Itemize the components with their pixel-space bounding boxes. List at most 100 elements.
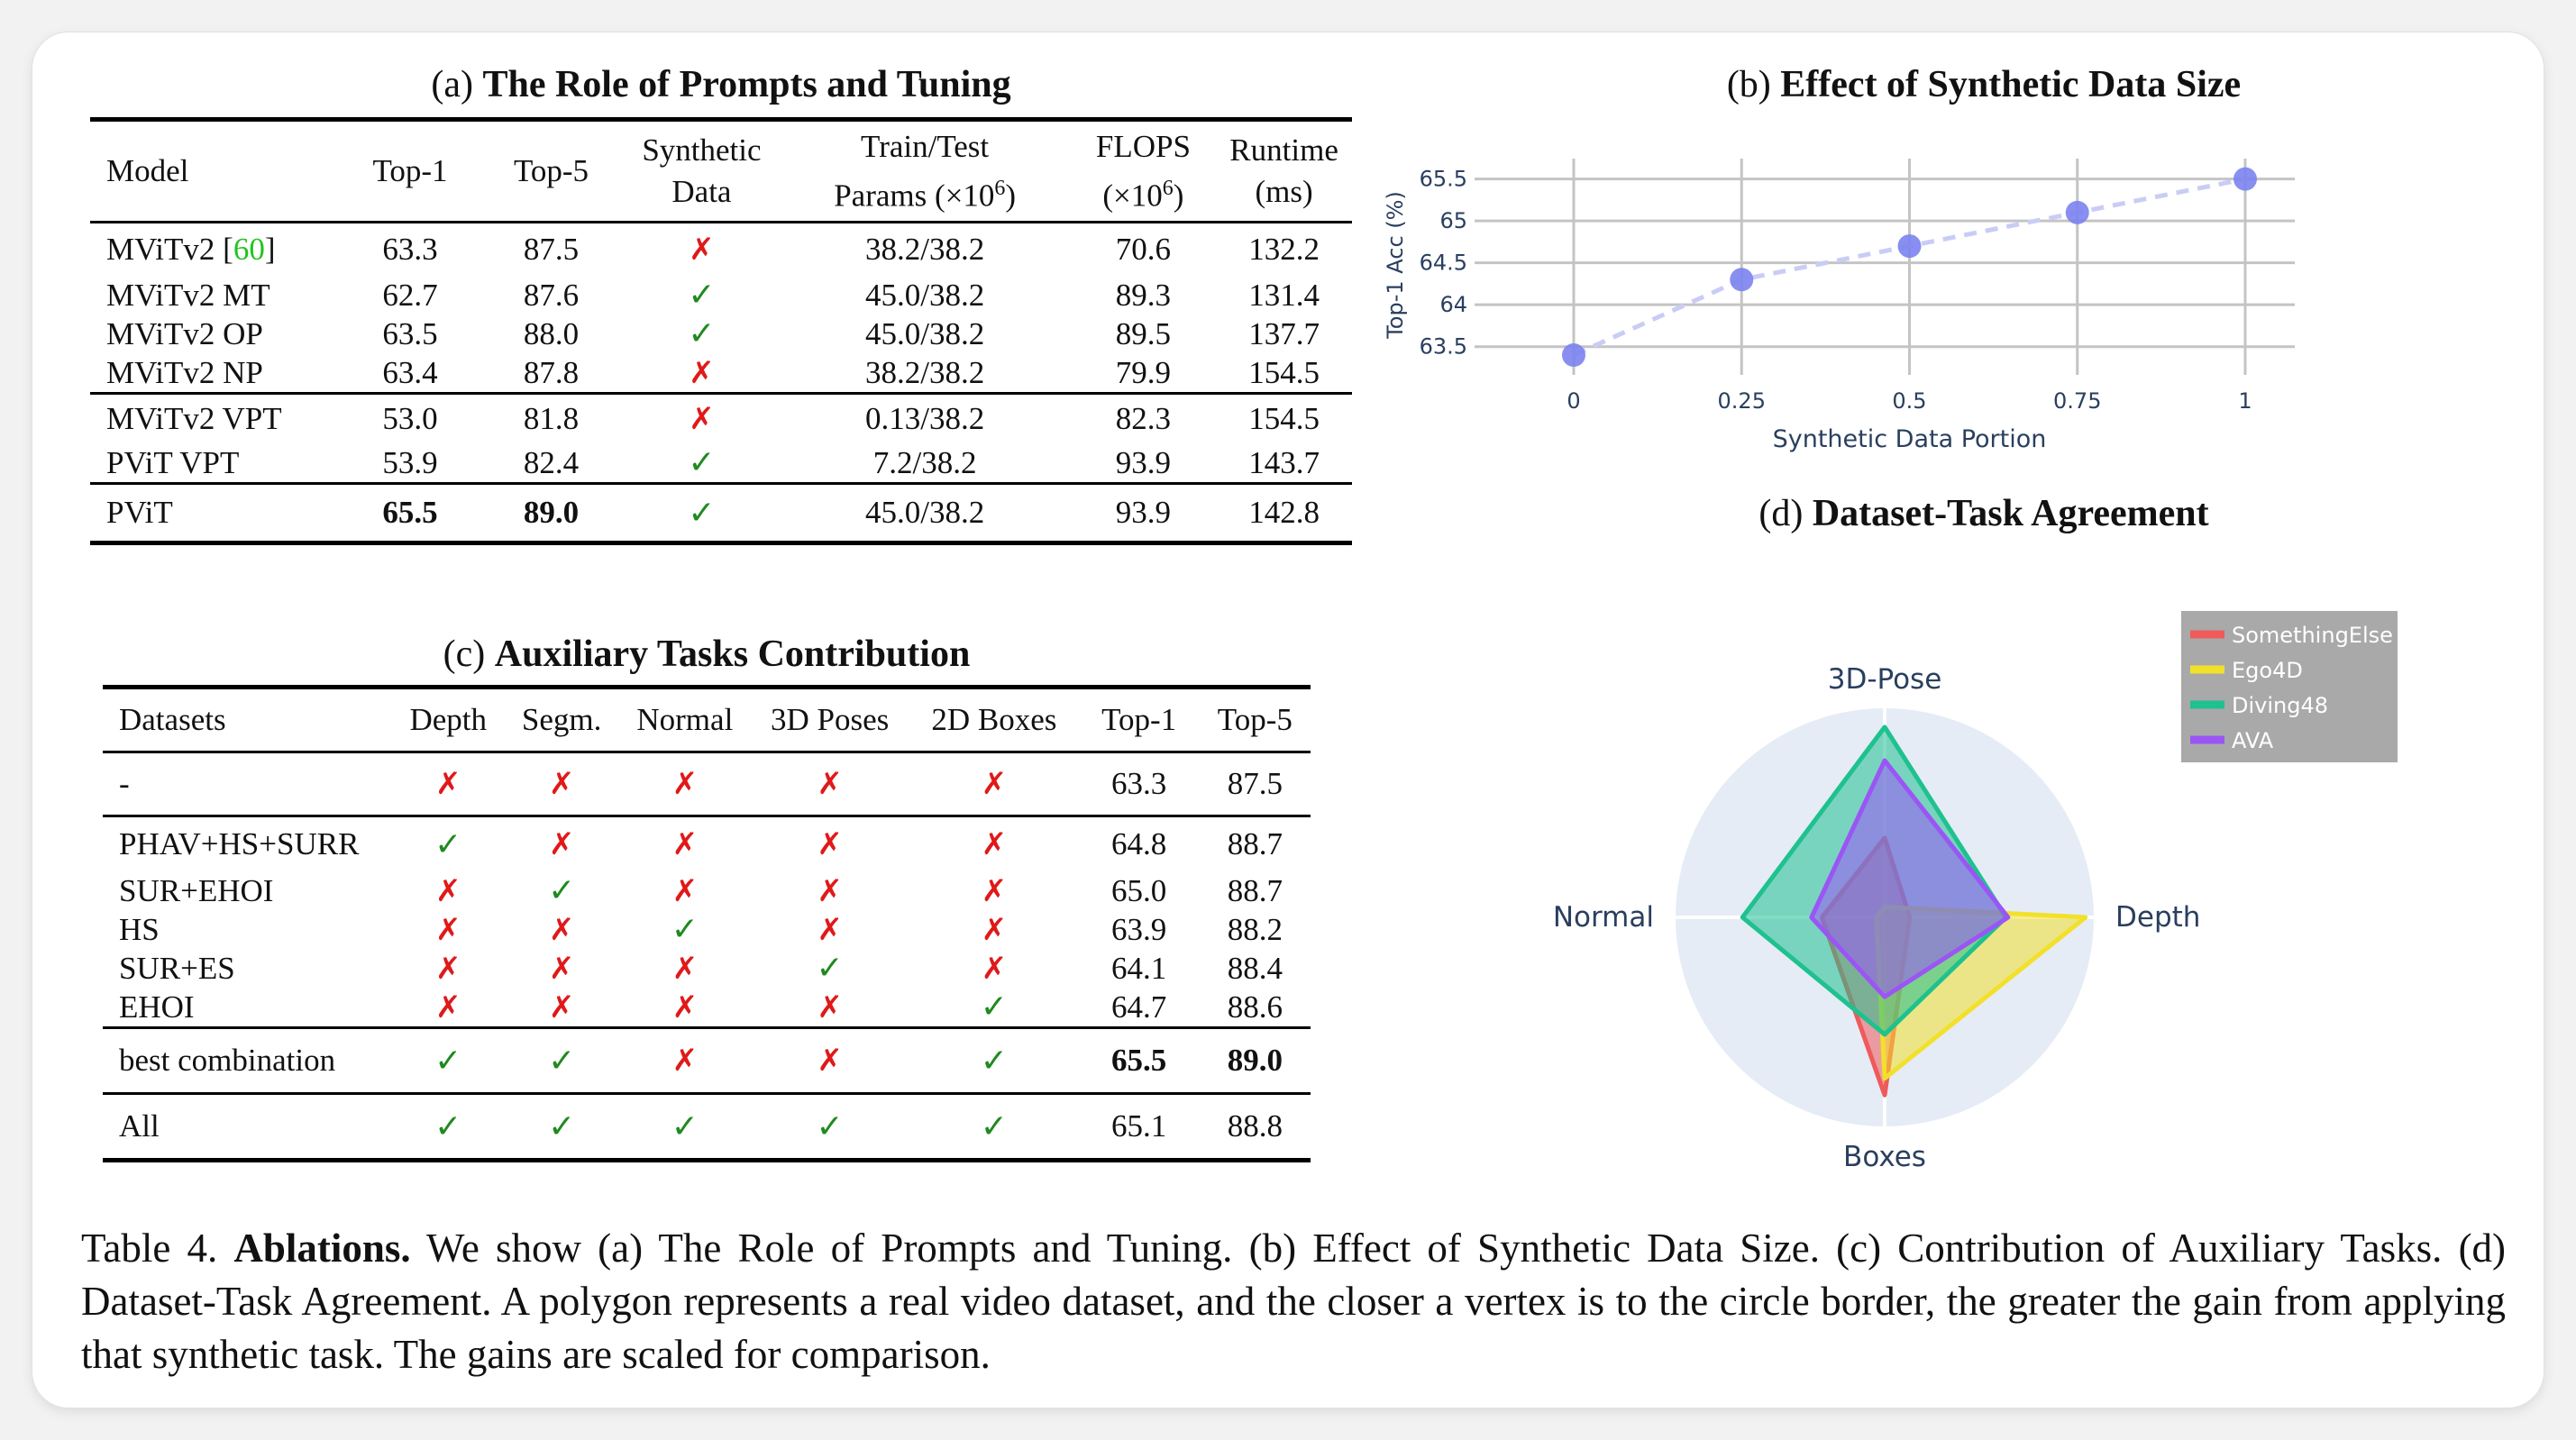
params-cell: 0.13/38.2 [779, 392, 1071, 443]
task-cell: ✗ [909, 871, 1079, 910]
task-check-icon: ✓ [548, 1042, 576, 1080]
x-tick-label: 0.25 [1718, 388, 1766, 414]
task-cell: ✓ [503, 1026, 620, 1094]
table-row: best combination ✓ ✓ ✗ ✗ ✓ 65.5 89.0 [103, 1026, 1311, 1094]
dataset-name-cell: best combination [103, 1026, 393, 1094]
top5-cell: 87.8 [523, 354, 580, 390]
synthetic-cross-icon: ✗ [689, 401, 715, 437]
task-cell: ✗ [393, 871, 504, 910]
table-row: PHAV+HS+SURR ✓ ✗ ✗ ✗ ✗ 64.8 88.7 [103, 815, 1311, 871]
task-check-icon: ✓ [671, 1107, 699, 1145]
task-cross-icon: ✗ [671, 872, 699, 909]
table-row: MViTv2 MT 62.7 87.6 ✓ 45.0/38.2 89.3 131.4 [90, 276, 1352, 314]
flops-cell: 93.9 [1070, 482, 1217, 545]
task-cell: ✗ [750, 871, 909, 910]
table-row: PViT 65.5 89.0 ✓ 45.0/38.2 93.9 142.8 [90, 482, 1352, 545]
flops-cell: 79.9 [1115, 354, 1172, 390]
top1-cell: 63.4 [382, 354, 438, 390]
task-cross-icon: ✗ [981, 911, 1008, 948]
synthetic-cross-icon: ✗ [689, 232, 715, 268]
y-tick-label: 65 [1439, 208, 1467, 233]
data-point [2233, 167, 2257, 191]
top1-cell: 65.0 [1111, 872, 1167, 908]
task-cell: ✗ [503, 751, 620, 816]
runtime-cell: 137.7 [1248, 315, 1320, 351]
flops-cell: 82.3 [1070, 392, 1217, 443]
table-row: - ✗ ✗ ✗ ✗ ✗ 63.3 87.5 [103, 751, 1311, 816]
header-flops: FLOPS (×106) [1070, 117, 1217, 223]
header-top-5: Top-5 [1199, 685, 1311, 752]
top1-cell: 53.0 [333, 392, 479, 443]
task-check-icon: ✓ [980, 1042, 1008, 1080]
task-cell: ✗ [619, 871, 750, 910]
y-tick-label: 64 [1439, 292, 1467, 317]
citation-link[interactable]: 60 [233, 232, 265, 267]
task-cell: ✓ [619, 1092, 751, 1162]
table-row: SUR+ES ✗ ✗ ✗ ✓ ✗ 64.1 88.4 [103, 949, 1311, 988]
task-cross-icon: ✗ [434, 989, 461, 1025]
params-cell: 7.2/38.2 [872, 444, 977, 480]
task-check-icon: ✓ [980, 989, 1008, 1025]
top5-cell: 87.5 [478, 221, 625, 276]
data-point [1897, 234, 1922, 259]
dataset-name-cell: - [103, 751, 393, 816]
task-cross-icon: ✗ [817, 872, 843, 909]
task-check-icon: ✓ [434, 825, 462, 863]
model-name: PViT VPT [106, 444, 240, 480]
header-runtime: Runtime (ms) [1216, 117, 1352, 223]
dataset-name-cell: All [103, 1092, 393, 1162]
task-cross-icon: ✗ [671, 1043, 699, 1079]
top1-cell: 64.1 [1111, 950, 1167, 986]
task-check-icon: ✓ [548, 1107, 576, 1145]
x-tick-label: 0 [1567, 388, 1580, 414]
auxiliary-tasks-table: Datasets Depth Segm. Normal 3D Poses 2D Boxes… [103, 685, 1311, 1162]
task-cell: ✗ [619, 815, 751, 871]
legend-label: Ego4D [2232, 658, 2303, 683]
model-cell: PViT [90, 482, 333, 545]
legend-label: SomethingElse [2232, 623, 2393, 648]
task-cell: ✗ [619, 751, 751, 816]
flops-cell: 70.6 [1070, 221, 1217, 276]
radar-axis-label: 3D-Pose [1828, 663, 1942, 696]
model-name: MViTv2 VPT [106, 401, 282, 436]
top1-cell: 64.7 [1111, 989, 1167, 1025]
header-top5: Top-5 [478, 117, 625, 223]
top5-cell: 82.4 [523, 444, 580, 480]
synthetic-data-size-chart: 63.5 64 64.5 65 65.5 0 0.25 0.5 0.75 1 Synthetic D… [1383, 159, 2295, 453]
task-cross-icon: ✗ [981, 872, 1008, 909]
task-cross-icon: ✗ [671, 989, 699, 1025]
task-cell: ✗ [750, 1026, 910, 1094]
y-tick-label: 64.5 [1420, 251, 1467, 276]
task-cell: ✓ [909, 1026, 1079, 1094]
table-row: MViTv2 VPT 53.0 81.8 ✗ 0.13/38.2 82.3 154.5 [90, 392, 1352, 443]
task-cell: ✓ [503, 1092, 620, 1162]
task-cross-icon: ✗ [548, 826, 575, 862]
panel-a-title: (a) The Role of Prompts and Tuning [431, 64, 1011, 105]
task-cell: ✗ [909, 751, 1079, 816]
panel-d-title: (d) Dataset-Task Agreement [1758, 493, 2209, 534]
flops-cell: 93.9 [1115, 444, 1172, 480]
synthetic-cell: ✓ [624, 314, 779, 353]
task-cell: ✗ [750, 815, 910, 871]
synthetic-cell: ✗ [624, 353, 779, 394]
model-cell: MViTv2 MT [90, 276, 333, 314]
top5-cell: 89.0 [478, 482, 625, 545]
dataset-name-cell: PHAV+HS+SURR [103, 815, 393, 871]
task-cross-icon: ✗ [981, 826, 1008, 862]
header-normal: Normal [619, 685, 751, 752]
synthetic-check-icon: ✓ [688, 494, 716, 532]
task-cross-icon: ✗ [434, 911, 461, 948]
task-cell: ✓ [909, 1092, 1079, 1162]
top1-cell: 65.1 [1078, 1092, 1200, 1162]
model-cell: MViTv2 VPT [90, 392, 333, 443]
dataset-name-cell: SUR+EHOI [119, 872, 274, 908]
table-row: SUR+EHOI ✗ ✓ ✗ ✗ ✗ 65.0 88.7 [103, 871, 1311, 910]
radar-axis-label: Depth [2115, 901, 2200, 934]
task-cross-icon: ✗ [434, 872, 461, 909]
top5-cell: 88.7 [1227, 872, 1283, 908]
dataset-task-radar-chart: Depth 3D-Pose Normal Boxes SomethingElse Ego4… [1553, 611, 2398, 1173]
x-tick-label: 0.75 [2053, 388, 2101, 414]
top1-cell: 63.9 [1111, 911, 1167, 947]
task-cell: ✗ [619, 949, 750, 988]
top1-cell: 63.3 [333, 221, 479, 276]
